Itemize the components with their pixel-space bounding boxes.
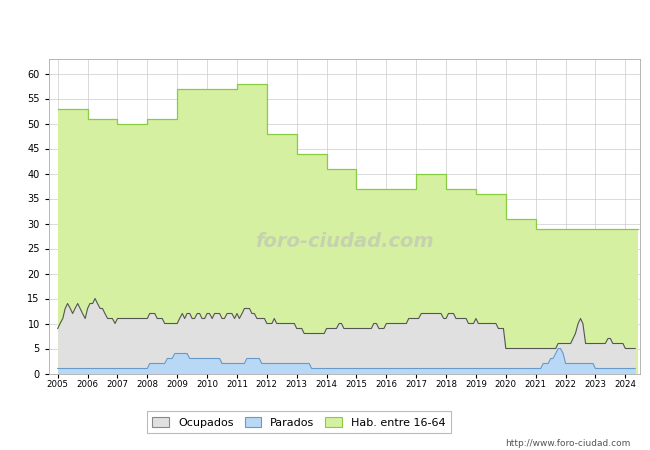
Legend: Ocupados, Parados, Hab. entre 16-64: Ocupados, Parados, Hab. entre 16-64	[147, 411, 451, 433]
Text: foro-ciudad.com: foro-ciudad.com	[255, 232, 434, 251]
Text: Melque de Cercos - Evolucion de la poblacion en edad de Trabajar Mayo de 2024: Melque de Cercos - Evolucion de la pobla…	[86, 18, 564, 31]
Text: http://www.foro-ciudad.com: http://www.foro-ciudad.com	[505, 439, 630, 448]
